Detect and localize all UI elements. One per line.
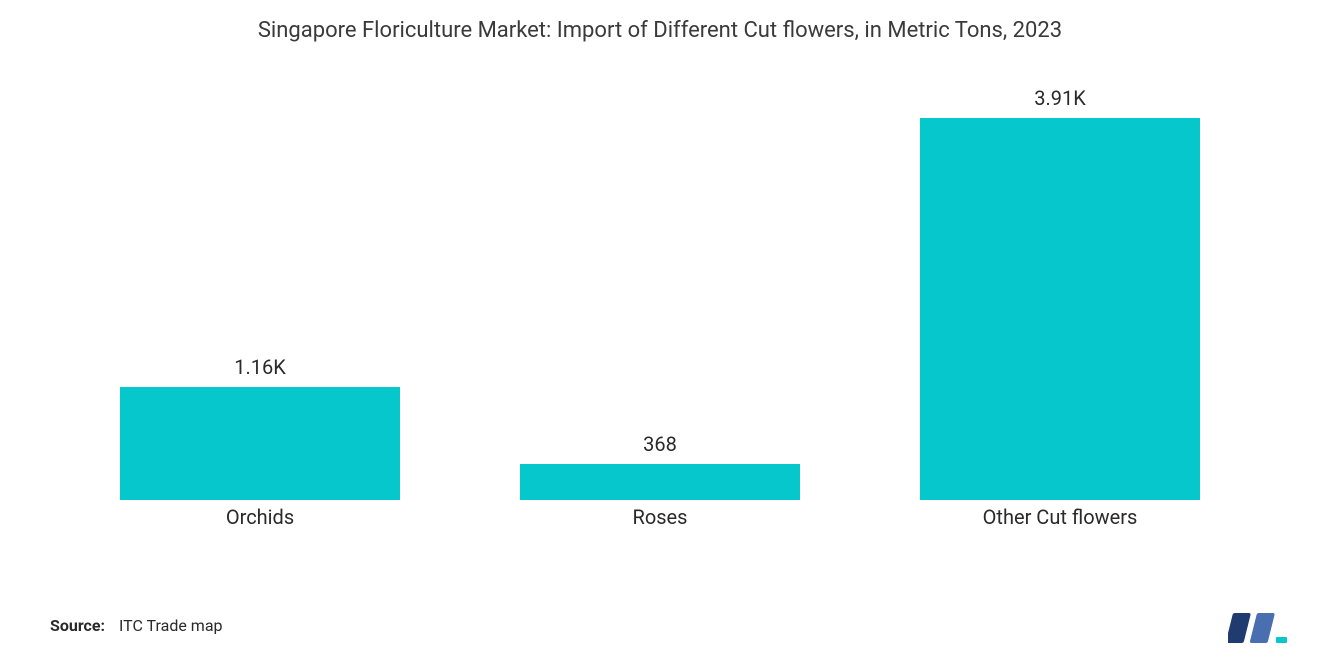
brand-logo-icon	[1228, 609, 1290, 647]
bar-value-roses: 368	[643, 432, 677, 456]
bar-slot-roses: 368	[460, 80, 860, 500]
chart-title: Singapore Floriculture Market: Import of…	[0, 0, 1320, 43]
logo-accent	[1276, 637, 1287, 643]
category-label-roses: Roses	[460, 505, 860, 529]
bar-rect-other	[920, 118, 1200, 500]
category-label-orchids: Orchids	[60, 505, 460, 529]
chart-container: Singapore Floriculture Market: Import of…	[0, 0, 1320, 665]
logo-bar-right	[1250, 613, 1275, 643]
bar-rect-orchids	[120, 387, 400, 500]
bar-slot-other: 3.91K	[860, 80, 1260, 500]
chart-footer: Source: ITC Trade map	[50, 616, 223, 635]
logo-bar-left	[1228, 613, 1251, 643]
bar-slot-orchids: 1.16K	[60, 80, 460, 500]
category-label-other: Other Cut flowers	[860, 505, 1260, 529]
bar-value-other: 3.91K	[1034, 86, 1086, 110]
bar-rect-roses	[520, 464, 800, 500]
bars-row: 1.16K 368 3.91K	[60, 80, 1260, 500]
source-label: Source:	[50, 616, 105, 635]
category-labels-row: Orchids Roses Other Cut flowers	[60, 505, 1260, 529]
source-text: ITC Trade map	[119, 616, 223, 635]
bar-value-orchids: 1.16K	[234, 355, 286, 379]
plot-area: 1.16K 368 3.91K	[60, 80, 1260, 500]
